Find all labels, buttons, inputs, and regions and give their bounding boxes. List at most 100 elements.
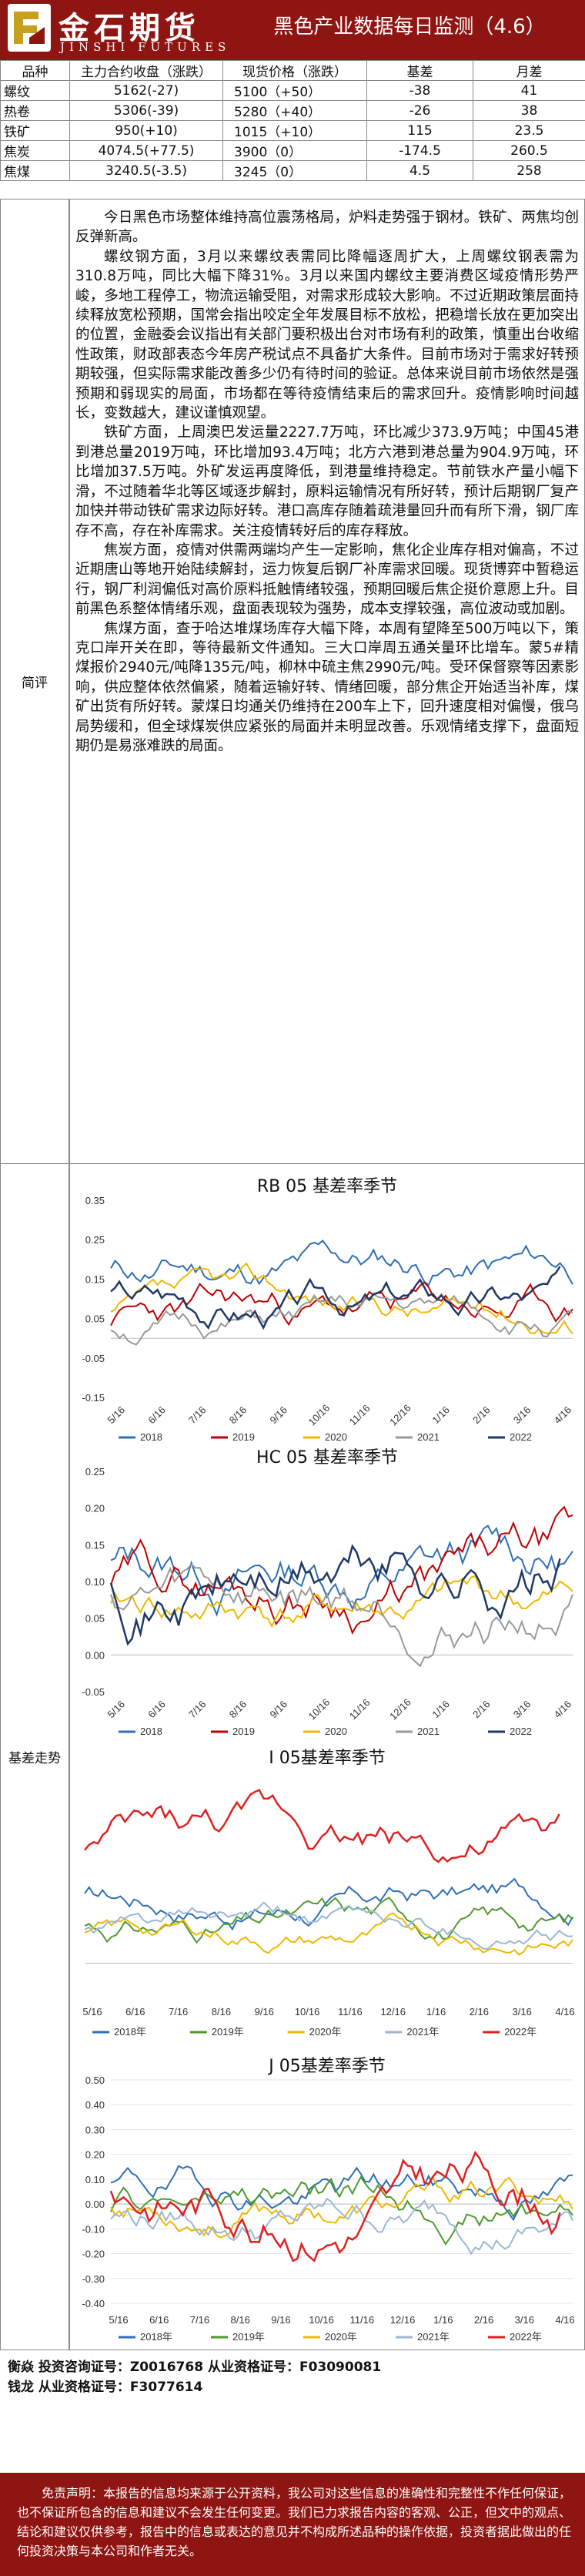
x-tick-label: 4/16 — [555, 2314, 574, 2326]
x-tick-label: 5/16 — [105, 1699, 128, 1721]
table-cell: 4074.5(+77.5) — [69, 140, 223, 161]
table-cell: 铁矿 — [0, 120, 70, 141]
x-tick-label: 1/16 — [433, 2314, 453, 2326]
report-title: 黑色产业数据每日监测（4.6） — [273, 15, 546, 39]
column-header: 品种 — [0, 60, 70, 81]
legend-label: 2020 — [325, 1431, 347, 1443]
y-tick-label: 0.50 — [85, 2075, 105, 2086]
legend-label: 2018年 — [114, 2026, 146, 2038]
series-line-2020年 — [84, 1912, 573, 1956]
legend-label: 2019年 — [232, 2331, 265, 2343]
x-tick-label: 12/16 — [390, 2314, 416, 2326]
y-tick-label: 0.40 — [85, 2099, 105, 2111]
x-tick-label: 7/16 — [190, 2314, 209, 2326]
x-tick-label: 12/16 — [387, 1402, 413, 1428]
comment-paragraph: 今日黑色市场整体维持高位震荡格局，炉料走势强于钢材。铁矿、两焦均创反弹新高。 — [75, 210, 579, 246]
legend-label: 2021年 — [406, 2026, 439, 2038]
x-tick-label: 6/16 — [145, 1404, 168, 1427]
analyst-line-1: 衡焱 投资咨询证号：Z0016768 从业资格证号：F03090081 — [8, 2360, 382, 2375]
chart-title: HC 05 基差率季节 — [256, 1448, 398, 1467]
legend-label: 2019年 — [212, 2026, 244, 2038]
x-tick-label: 1/16 — [426, 2006, 446, 2018]
y-tick-label: 0.20 — [85, 2149, 105, 2161]
column-header: 现货价格（涨跌） — [222, 60, 367, 81]
y-tick-label: 0.00 — [85, 1649, 105, 1661]
table-cell: 5280（+40） — [222, 100, 367, 121]
x-tick-label: 10/16 — [295, 2006, 320, 2018]
table-cell: 23.5 — [473, 120, 585, 141]
legend-label: 2021年 — [417, 2331, 450, 2343]
x-tick-label: 5/16 — [109, 2314, 128, 2326]
table-cell: 260.5 — [473, 140, 585, 161]
x-tick-label: 3/16 — [515, 2314, 534, 2326]
table-row: 铁矿 950(+10) 1015（+10） 115 23.5 — [0, 120, 585, 141]
disclaimer-box: 免责声明：本报告的信息均来源于公开资料，我公司对这些信息的准确性和完整性不作任何… — [0, 2473, 585, 2576]
series-line-2018年 — [84, 1877, 573, 1931]
x-tick-label: 2/16 — [470, 1404, 493, 1427]
legend-label: 2018 — [140, 1431, 162, 1443]
x-tick-label: 5/16 — [82, 2006, 102, 2018]
report-header: 金石期货 JINSHI FUTURES 黑色产业数据每日监测（4.6） — [0, 0, 585, 60]
y-tick-label: 0.35 — [85, 1195, 105, 1206]
y-tick-label: -0.40 — [82, 2298, 105, 2309]
hc-chart-svg: 0.25 0.20 0.15 0.10 0.05 0.00 -0.055/16 6/16 7/1… — [82, 1466, 574, 1737]
x-tick-label: 2/16 — [474, 2314, 493, 2326]
x-tick-label: 6/16 — [145, 1699, 168, 1721]
table-cell: 115 — [366, 120, 473, 141]
x-tick-label: 11/16 — [347, 1402, 373, 1427]
comment-text: 今日黑色市场整体维持高位震荡格局，炉料走势强于钢材。铁矿、两焦均创反弹新高。 螺纹… — [75, 208, 579, 756]
x-tick-label: 9/16 — [271, 2314, 290, 2326]
x-tick-label: 10/16 — [306, 1696, 333, 1722]
x-tick-label: 4/16 — [555, 2006, 574, 2018]
x-tick-label: 7/16 — [186, 1404, 209, 1427]
x-tick-label: 5/16 — [105, 1404, 128, 1427]
x-tick-label: 11/16 — [350, 2314, 375, 2326]
legend-label: 2022 — [510, 1431, 532, 1443]
x-tick-label: 7/16 — [186, 1699, 209, 1721]
x-tick-label: 6/16 — [125, 2006, 145, 2018]
brand-name: 金石期货 — [58, 11, 200, 46]
table-cell: 焦炭 — [0, 140, 70, 161]
table-cell: -38 — [366, 80, 473, 101]
basis-label: 基差走势 — [0, 1163, 69, 2350]
y-tick-label: -0.10 — [82, 2223, 105, 2235]
series-line-2022 — [109, 1544, 561, 1646]
table-cell: 3240.5(-3.5) — [69, 160, 223, 181]
x-tick-label: 7/16 — [169, 2006, 188, 2018]
quote-table: 品种 主力合约收盘（涨跌） 现货价格（涨跌） 基差 月差 螺纹 5162(-27)… — [0, 60, 585, 181]
series-line-2020 — [110, 1575, 573, 1628]
legend-label: 2022 — [510, 1726, 532, 1737]
series-line-2019 — [110, 1505, 573, 1635]
x-tick-label: 10/16 — [309, 2314, 334, 2326]
legend-label: 2021 — [417, 1726, 440, 1737]
disclaimer-text: 免责声明：本报告的信息均来源于公开资料，我公司对这些信息的准确性和完整性不作任何… — [17, 2486, 572, 2558]
series-line-2021 — [110, 1563, 573, 1668]
y-tick-label: 0.10 — [85, 1576, 105, 1588]
y-tick-label: -0.20 — [82, 2249, 105, 2260]
table-row: 螺纹 5162(-27) 5100（+50） -38 41 — [0, 80, 585, 101]
table-cell: 5100（+50） — [222, 80, 367, 101]
legend-label: 2022年 — [510, 2331, 542, 2343]
series-line-2021年 — [84, 1901, 573, 1950]
table-cell: 4.5 — [366, 160, 473, 181]
table-cell: -26 — [366, 100, 473, 121]
series-line-2018年 — [110, 2165, 573, 2222]
comment-paragraph: 铁矿方面，上周澳巴发运量2227.7万吨，环比减少373.9万吨；中国45港到港… — [75, 424, 579, 539]
table-cell: 5306(-39) — [69, 100, 223, 121]
chart-title: RB 05 基差率季节 — [256, 1177, 398, 1196]
j-chart-svg: 0.50 0.40 0.30 0.20 0.10 0.00 -0.10 -0.20 -0.30 -… — [82, 2075, 574, 2343]
series-line-2022年 — [84, 1788, 560, 1863]
series-line-2021 — [110, 1293, 573, 1346]
i-basis-chart: I 05基差率季节 5/16 6/16 7/16 8/16 9/16 10/16 11/16… — [71, 1741, 583, 2049]
y-tick-label: 0.05 — [85, 1613, 105, 1625]
legend-label: 2019 — [232, 1431, 255, 1443]
x-tick-label: 2/16 — [470, 2006, 489, 2018]
x-tick-label: 6/16 — [149, 2314, 169, 2326]
brand-name-en: JINSHI FUTURES — [60, 40, 231, 54]
x-tick-label: 4/16 — [552, 1699, 574, 1721]
series-line-2020年 — [110, 2175, 573, 2239]
x-tick-label: 8/16 — [212, 2006, 231, 2018]
table-cell: 950(+10) — [69, 120, 223, 141]
table-header-row: 品种 主力合约收盘（涨跌） 现货价格（涨跌） 基差 月差 — [0, 60, 585, 81]
x-tick-label: 10/16 — [306, 1402, 333, 1428]
